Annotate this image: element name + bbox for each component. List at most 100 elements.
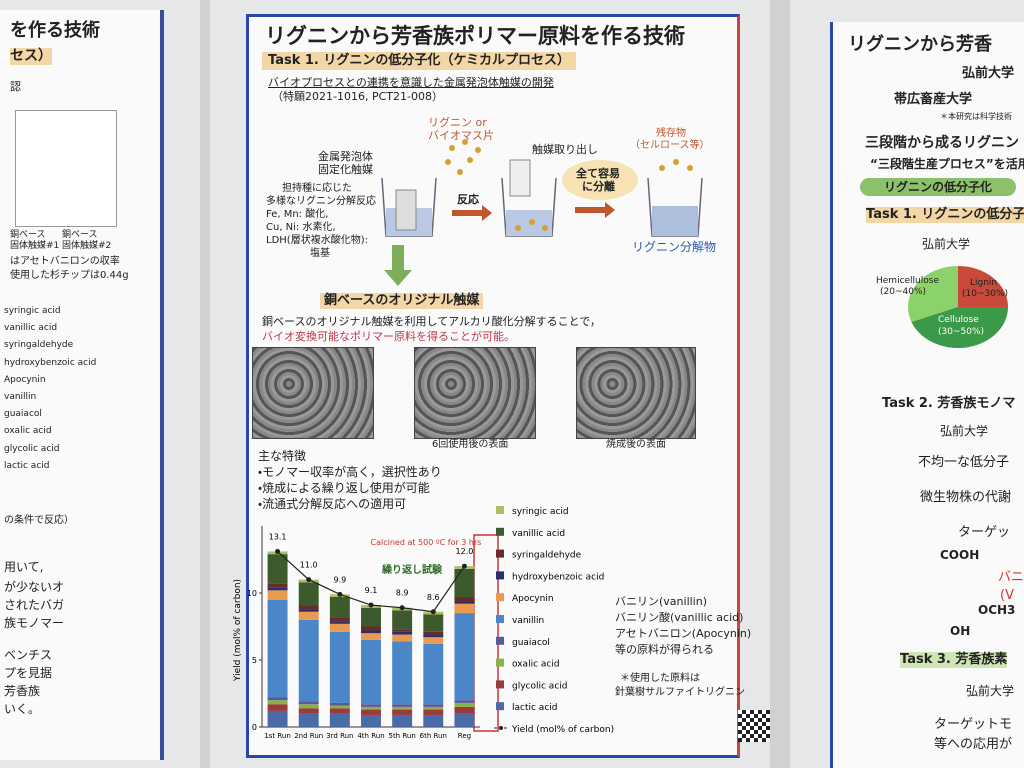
x-tick-label: 6th Run [420, 732, 447, 740]
bar-segment [392, 641, 413, 705]
qr-code [738, 710, 770, 742]
yield-point [461, 563, 467, 569]
value-label: 13.1 [269, 532, 287, 541]
bar-segment [329, 623, 350, 632]
right-red: バニ [998, 570, 1024, 585]
left-body-text: 用いて, [4, 560, 44, 574]
task-heading: Task 1. リグニンの低分子化（ケミカルプロセス） [262, 52, 576, 70]
patent: （特願2021-1016, PCT21-008） [272, 90, 443, 103]
y-axis-label: Yield (mol% of carbon) [233, 579, 243, 682]
bar-segment [361, 633, 381, 640]
left-body-text: 芳香族 [4, 684, 41, 698]
bar-segment [423, 634, 444, 638]
left-subtitle: セス） [10, 48, 52, 65]
bar-segment [423, 706, 444, 710]
description: バイオ変換可能なポリマー原料を得ることが可能。 [262, 330, 515, 343]
x-tick-label: 2nd Run [294, 732, 323, 740]
bar-segment [329, 617, 350, 622]
bar-segment [361, 639, 381, 705]
bar-segment [298, 704, 319, 709]
left-legend-item: oxalic acid [4, 426, 52, 437]
liquid [652, 206, 698, 236]
left-legend-item: Apocynin [4, 374, 46, 385]
right-red: (V [1000, 588, 1014, 603]
left-legend-item: vanillic acid [4, 323, 58, 334]
diagram-residue: 残存物 [656, 128, 686, 139]
bar-segment [267, 704, 288, 711]
bar-segment [298, 619, 319, 702]
bar-segment [392, 634, 413, 642]
value-label: 8.6 [427, 593, 440, 602]
left-body-text: プを見据 [4, 666, 53, 680]
left-bar-label: 銅ベース [10, 230, 46, 240]
chem-label: OH [950, 624, 971, 638]
arrow [575, 202, 615, 218]
org: 帯広畜産大学 [894, 92, 973, 107]
bar-segment [454, 613, 475, 701]
yield-point [337, 591, 343, 597]
left-legend-item: lactic acid [4, 460, 50, 471]
bar-segment [267, 700, 288, 705]
bar-segment [298, 708, 319, 714]
bar-segment [267, 590, 288, 600]
diagram-reaction: 反応 [457, 193, 479, 206]
right-task: Task 2. 芳香族モノマ [882, 396, 1016, 411]
bar-segment [423, 704, 444, 707]
diagram-reactions: 担持種に応じた [282, 183, 352, 194]
x-tick-label: 3rd Run [326, 732, 353, 740]
source: ＊使用した原料は [620, 673, 700, 684]
features-title: 主な特徴 [258, 449, 307, 463]
left-bar-label: 固体触媒#2 [62, 241, 112, 251]
diagram-product: リグニン分解物 [632, 240, 717, 254]
right-process: “三段階生産プロセス”を活用 [870, 157, 1024, 171]
left-caption: はアセトバニロンの収率 [10, 256, 120, 267]
x-tick-label: 1st Run [264, 732, 291, 740]
photo-caption: 6回使用後の表面 [432, 439, 509, 450]
legend-swatch [496, 636, 504, 645]
bar-segment [392, 706, 413, 710]
annotation: 繰り返し試験 [381, 563, 443, 576]
y-tick-label: 0 [252, 723, 257, 732]
bar-segment [392, 610, 413, 630]
legend-swatch [496, 680, 504, 689]
pie-label: Lignin [970, 278, 998, 288]
bar-segment [298, 605, 319, 610]
diagram-separation: 全て容易 [576, 167, 620, 180]
value-label: 9.1 [365, 586, 378, 595]
bubble [562, 160, 638, 200]
bar-segment [298, 582, 319, 606]
legend-swatch [496, 527, 504, 536]
right-poster [830, 22, 1024, 768]
value-label: 11.0 [300, 561, 318, 570]
bar-segment [423, 643, 444, 705]
legend-swatch [499, 726, 503, 730]
bar-segment [267, 697, 288, 701]
yield-point [275, 548, 281, 554]
legend-swatch [496, 571, 504, 580]
legend-label: hydroxybenzoic acid [512, 572, 604, 582]
bar-segment [392, 629, 413, 632]
legend-swatch [496, 593, 504, 602]
value-label: 9.9 [333, 575, 346, 584]
bar-segment [392, 714, 413, 727]
bar-segment [329, 702, 350, 706]
legend-swatch [496, 658, 504, 667]
description: 銅ベースのオリジナル触媒を利用してアルカリ酸化分解することで， [262, 315, 601, 328]
bar-segment [423, 709, 444, 715]
bar-segment [423, 631, 444, 635]
org: 弘前大学 [922, 237, 971, 251]
bar-segment [329, 621, 350, 624]
catalyst-plate [509, 159, 531, 197]
right-task: Task 1. リグニンの低分子 [866, 207, 1024, 223]
sem-photo [252, 347, 374, 439]
catalyst-plate [395, 189, 417, 231]
legend-swatch [496, 702, 504, 711]
bar-segment [361, 714, 381, 727]
left-title: を作る技術 [10, 20, 100, 41]
right-heading: 三段階から成るリグニン [865, 135, 1019, 151]
chem-label: COOH [940, 548, 980, 562]
bar-segment [298, 609, 319, 612]
bar-segment [267, 583, 288, 588]
bar-segment [454, 597, 475, 602]
